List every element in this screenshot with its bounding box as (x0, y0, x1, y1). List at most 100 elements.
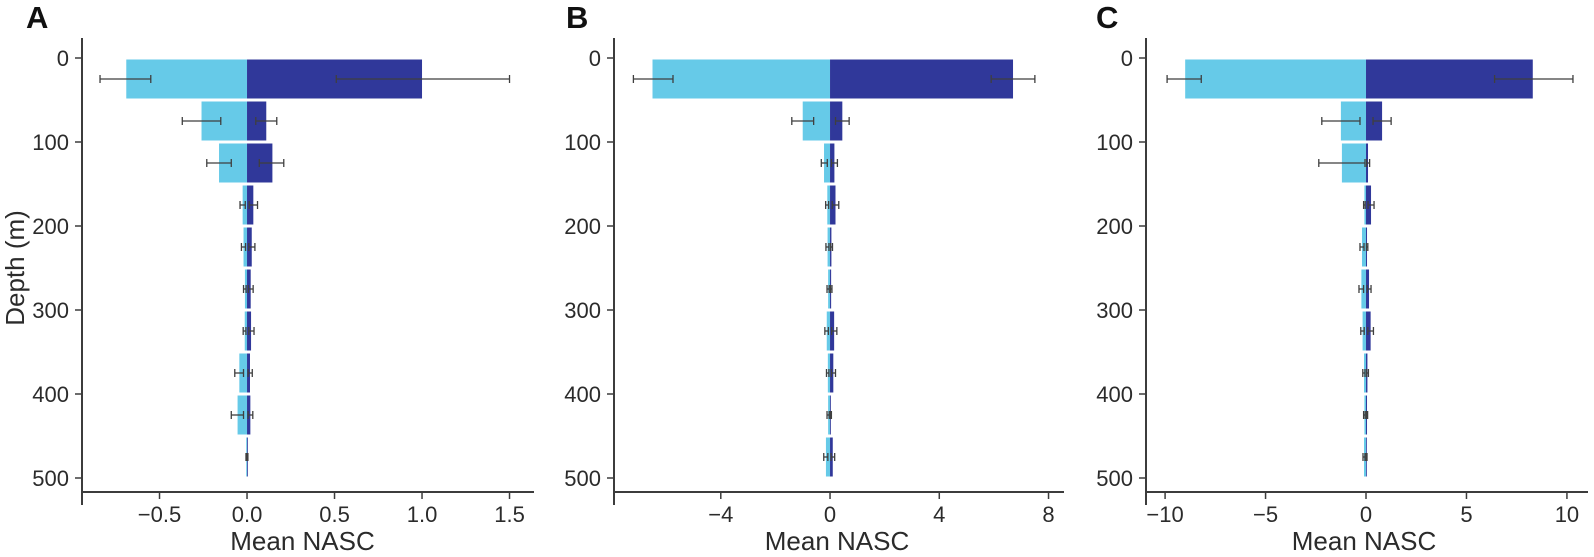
axes-group (1139, 38, 1588, 505)
error-bar (1321, 117, 1361, 125)
error-bar (1362, 201, 1366, 209)
error-bar (247, 411, 254, 419)
y-tick-label: 300 (564, 298, 601, 323)
error-bar (240, 243, 247, 251)
y-tick-label: 400 (32, 382, 69, 407)
error-bar (830, 159, 839, 167)
error-bar (1365, 243, 1369, 251)
y-tick-label: 500 (1096, 466, 1133, 491)
error-bar (823, 453, 829, 461)
x-tick-label: 1.5 (494, 502, 525, 527)
error-bar (246, 453, 249, 461)
error-bar (1365, 411, 1369, 419)
x-axis-title: Mean NASC (1292, 526, 1437, 556)
nasc-bar-light (1185, 59, 1367, 99)
error-bar (632, 75, 674, 83)
tick-labels-group: 0 100 200 300 400 500 −4 0 4 8 (564, 46, 1054, 527)
x-axis-title: Mean NASC (230, 526, 375, 556)
y-axis-title: Depth (m) (0, 210, 30, 326)
error-bar (834, 117, 850, 125)
error-bar (791, 117, 815, 125)
error-bar (242, 327, 247, 335)
y-tick-label: 200 (564, 214, 601, 239)
chart-svg-a: 0 100 200 300 400 500 −0.5 0.0 0.5 1.0 1.5 Mean NAS… (0, 38, 534, 556)
error-bar (1365, 159, 1371, 167)
x-tick-label: 1.0 (407, 502, 438, 527)
chart-a: 0 100 200 300 400 500 −0.5 0.0 0.5 1.0 1.5 Mean NAS… (0, 0, 540, 557)
error-bar (247, 369, 253, 377)
error-bar (830, 369, 837, 377)
error-bar (830, 453, 836, 461)
error-bar (1362, 411, 1366, 419)
error-bar (234, 369, 245, 377)
x-tick-label: 0 (824, 502, 836, 527)
x-tick-label: −0.5 (138, 502, 181, 527)
panel-a: 0 100 200 300 400 500 −0.5 0.0 0.5 1.0 1.5 Mean NAS… (0, 0, 540, 557)
nasc-bar-light (652, 59, 831, 99)
error-bar (1362, 453, 1366, 461)
error-bar (248, 201, 259, 209)
error-bar (258, 159, 285, 167)
error-bar (831, 201, 840, 209)
error-bar (826, 411, 830, 419)
error-bar (825, 243, 830, 251)
error-bar (824, 327, 830, 335)
error-bars-group (99, 75, 511, 461)
x-tick-label: −4 (708, 502, 733, 527)
error-bar (829, 243, 834, 251)
y-tick-label: 0 (1121, 46, 1133, 71)
error-bar (99, 75, 152, 83)
x-tick-label: −5 (1253, 502, 1278, 527)
axes-group (75, 38, 534, 505)
error-bar (1372, 117, 1392, 125)
chart-svg-b: 0 100 200 300 400 500 −4 0 4 8 Mean NASC (564, 38, 1064, 556)
x-tick-label: −10 (1146, 502, 1183, 527)
y-tick-label: 400 (564, 382, 601, 407)
error-bars-group (632, 75, 1036, 461)
panel-b: 0 100 200 300 400 500 −4 0 4 8 Mean NASC B (540, 0, 1070, 557)
y-tick-label: 100 (1096, 130, 1133, 155)
x-tick-label: 4 (933, 502, 945, 527)
error-bar (335, 75, 511, 83)
error-bar (1166, 75, 1202, 83)
error-bar (829, 285, 833, 293)
x-tick-label: 0.5 (319, 502, 350, 527)
error-bar (825, 369, 830, 377)
error-bar (248, 243, 256, 251)
chart-b: 0 100 200 300 400 500 −4 0 4 8 Mean NASC (540, 0, 1070, 557)
x-tick-label: 8 (1042, 502, 1054, 527)
panel-label-b: B (566, 0, 589, 35)
error-bar (1360, 327, 1365, 335)
error-bar (1318, 159, 1366, 167)
x-axis-title: Mean NASC (765, 526, 910, 556)
bars-group (126, 59, 423, 477)
chart-c: 0 100 200 300 400 500 −10 −5 0 5 10 Mean NASC (1070, 0, 1594, 557)
y-tick-label: 500 (32, 466, 69, 491)
tick-labels-group: 0 100 200 300 400 500 −0.5 0.0 0.5 1.0 1.5 (32, 46, 525, 527)
error-bar (1362, 369, 1366, 377)
error-bar (825, 201, 830, 209)
chart-svg-c: 0 100 200 300 400 500 −10 −5 0 5 10 Mean NASC (1096, 38, 1588, 556)
error-bars-group (1166, 75, 1574, 461)
x-tick-label: 5 (1460, 502, 1472, 527)
y-tick-label: 400 (1096, 382, 1133, 407)
bars-group (652, 59, 1014, 477)
tick-labels-group: 0 100 200 300 400 500 −10 −5 0 5 10 (1096, 46, 1579, 527)
panel-label-c: C (1096, 0, 1119, 35)
y-tick-label: 500 (564, 466, 601, 491)
error-bar (820, 159, 828, 167)
error-bar (826, 285, 830, 293)
error-bar (239, 201, 246, 209)
error-bar (831, 327, 838, 335)
error-bar (248, 327, 255, 335)
y-tick-label: 200 (1096, 214, 1133, 239)
error-bar (1367, 201, 1375, 209)
error-bar (181, 117, 222, 125)
error-bar (242, 285, 247, 293)
y-tick-label: 100 (32, 130, 69, 155)
x-tick-label: 0.0 (232, 502, 263, 527)
error-bar (206, 159, 232, 167)
y-tick-label: 200 (32, 214, 69, 239)
error-bar (1493, 75, 1574, 83)
